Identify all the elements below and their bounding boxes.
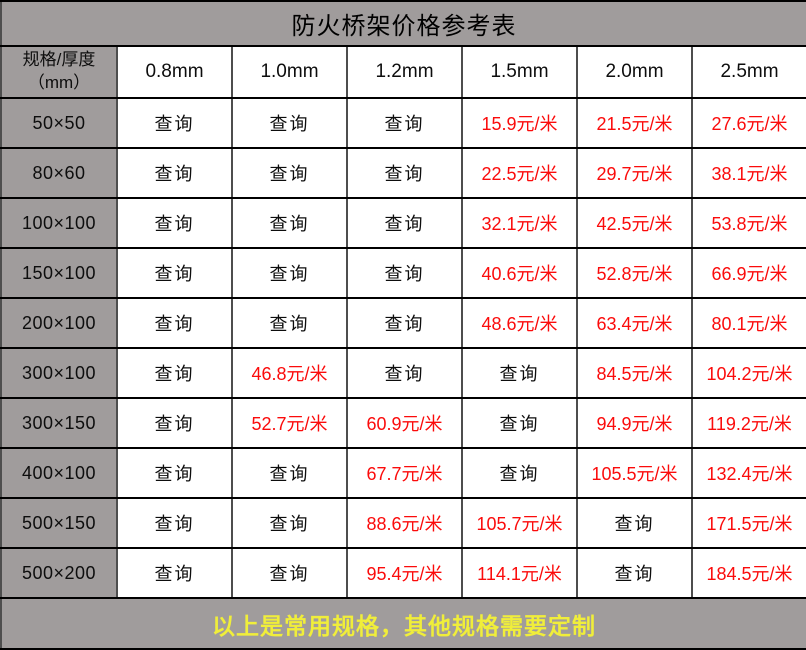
price-cell: 53.8元/米 (690, 197, 806, 249)
price-cell: 15.9元/米 (461, 97, 578, 149)
spec-header-cell: 规格/厚度 （mm） (0, 45, 118, 99)
price-cell: 63.4元/米 (576, 297, 693, 349)
inquiry-cell: 查询 (231, 447, 348, 499)
inquiry-cell: 查询 (116, 347, 233, 399)
price-cell: 171.5元/米 (690, 497, 806, 549)
price-cell: 67.7元/米 (346, 447, 463, 499)
inquiry-cell: 查询 (461, 397, 578, 449)
inquiry-cell: 查询 (231, 147, 348, 199)
inquiry-cell: 查询 (231, 97, 348, 149)
thickness-header-cell: 1.2mm (346, 45, 463, 99)
price-cell: 184.5元/米 (690, 547, 806, 599)
table-row: 500×150 查询 查询 88.6元/米 105.7元/米 查询 171.5元… (0, 497, 806, 549)
spec-cell: 500×200 (0, 547, 118, 599)
inquiry-cell: 查询 (346, 197, 463, 249)
table-row: 80×60 查询 查询 查询 22.5元/米 29.7元/米 38.1元/米 (0, 147, 806, 199)
table-title: 防火桥架价格参考表 (0, 0, 806, 47)
spec-header-line1: 规格/厚度 (22, 50, 96, 70)
price-cell: 46.8元/米 (231, 347, 348, 399)
price-cell: 32.1元/米 (461, 197, 578, 249)
spec-cell: 100×100 (0, 197, 118, 249)
spec-cell: 150×100 (0, 247, 118, 299)
inquiry-cell: 查询 (461, 347, 578, 399)
inquiry-cell: 查询 (116, 497, 233, 549)
spec-cell: 400×100 (0, 447, 118, 499)
inquiry-cell: 查询 (231, 297, 348, 349)
table-row: 150×100 查询 查询 查询 40.6元/米 52.8元/米 66.9元/米 (0, 247, 806, 299)
spec-cell: 80×60 (0, 147, 118, 199)
title-row: 防火桥架价格参考表 (0, 0, 806, 47)
spec-cell: 50×50 (0, 97, 118, 149)
price-cell: 48.6元/米 (461, 297, 578, 349)
price-cell: 104.2元/米 (690, 347, 806, 399)
thickness-header-cell: 0.8mm (116, 45, 233, 99)
price-cell: 80.1元/米 (690, 297, 806, 349)
inquiry-cell: 查询 (116, 397, 233, 449)
price-cell: 40.6元/米 (461, 247, 578, 299)
price-cell: 66.9元/米 (690, 247, 806, 299)
price-cell: 94.9元/米 (576, 397, 693, 449)
table-row: 50×50 查询 查询 查询 15.9元/米 21.5元/米 27.6元/米 (0, 97, 806, 149)
price-cell: 84.5元/米 (576, 347, 693, 399)
price-cell: 60.9元/米 (346, 397, 463, 449)
thickness-header-cell: 2.0mm (576, 45, 693, 99)
price-cell: 52.8元/米 (576, 247, 693, 299)
price-cell: 132.4元/米 (690, 447, 806, 499)
price-cell: 27.6元/米 (690, 97, 806, 149)
inquiry-cell: 查询 (116, 547, 233, 599)
footer-row: 以上是常用规格，其他规格需要定制 (0, 597, 806, 650)
inquiry-cell: 查询 (576, 547, 693, 599)
inquiry-cell: 查询 (346, 97, 463, 149)
inquiry-cell: 查询 (346, 247, 463, 299)
footer-note: 以上是常用规格，其他规格需要定制 (0, 597, 806, 650)
inquiry-cell: 查询 (231, 197, 348, 249)
price-cell: 42.5元/米 (576, 197, 693, 249)
price-cell: 21.5元/米 (576, 97, 693, 149)
price-cell: 105.7元/米 (461, 497, 578, 549)
inquiry-cell: 查询 (116, 147, 233, 199)
header-row: 规格/厚度 （mm） 0.8mm 1.0mm 1.2mm 1.5mm 2.0mm… (0, 45, 806, 99)
table-row: 300×100 查询 46.8元/米 查询 查询 84.5元/米 104.2元/… (0, 347, 806, 399)
price-cell: 105.5元/米 (576, 447, 693, 499)
price-cell: 114.1元/米 (461, 547, 578, 599)
inquiry-cell: 查询 (231, 247, 348, 299)
thickness-header-cell: 1.0mm (231, 45, 348, 99)
inquiry-cell: 查询 (346, 297, 463, 349)
table-row: 500×200 查询 查询 95.4元/米 114.1元/米 查询 184.5元… (0, 547, 806, 599)
inquiry-cell: 查询 (116, 247, 233, 299)
price-cell: 38.1元/米 (690, 147, 806, 199)
thickness-header-cell: 2.5mm (690, 45, 806, 99)
inquiry-cell: 查询 (116, 447, 233, 499)
thickness-header-cell: 1.5mm (461, 45, 578, 99)
inquiry-cell: 查询 (576, 497, 693, 549)
inquiry-cell: 查询 (231, 547, 348, 599)
spec-header-line2: （mm） (27, 73, 91, 92)
price-cell: 22.5元/米 (461, 147, 578, 199)
price-cell: 95.4元/米 (346, 547, 463, 599)
spec-cell: 500×150 (0, 497, 118, 549)
inquiry-cell: 查询 (116, 297, 233, 349)
inquiry-cell: 查询 (116, 97, 233, 149)
price-cell: 29.7元/米 (576, 147, 693, 199)
inquiry-cell: 查询 (116, 197, 233, 249)
table-body: 50×50 查询 查询 查询 15.9元/米 21.5元/米 27.6元/米 8… (0, 97, 806, 599)
inquiry-cell: 查询 (346, 347, 463, 399)
inquiry-cell: 查询 (231, 497, 348, 549)
table-row: 100×100 查询 查询 查询 32.1元/米 42.5元/米 53.8元/米 (0, 197, 806, 249)
table-row: 200×100 查询 查询 查询 48.6元/米 63.4元/米 80.1元/米 (0, 297, 806, 349)
spec-cell: 300×150 (0, 397, 118, 449)
price-cell: 52.7元/米 (231, 397, 348, 449)
inquiry-cell: 查询 (346, 147, 463, 199)
spec-cell: 300×100 (0, 347, 118, 399)
table-row: 400×100 查询 查询 67.7元/米 查询 105.5元/米 132.4元… (0, 447, 806, 499)
price-cell: 119.2元/米 (690, 397, 806, 449)
table-row: 300×150 查询 52.7元/米 60.9元/米 查询 94.9元/米 11… (0, 397, 806, 449)
inquiry-cell: 查询 (461, 447, 578, 499)
spec-cell: 200×100 (0, 297, 118, 349)
price-cell: 88.6元/米 (346, 497, 463, 549)
